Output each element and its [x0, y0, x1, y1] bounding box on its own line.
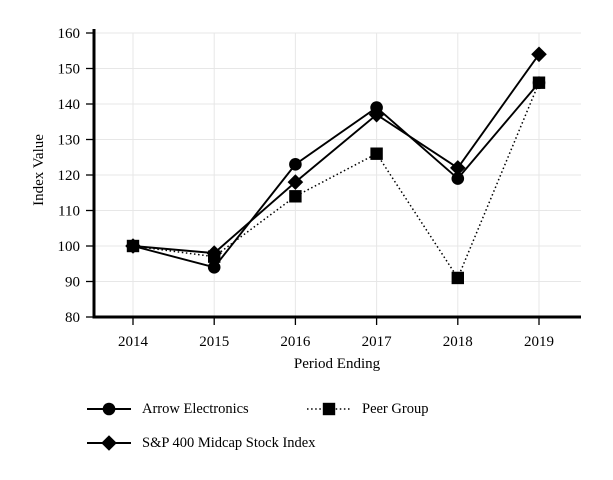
svg-text:2014: 2014 — [118, 334, 149, 350]
legend-item-peer-group: Peer Group — [306, 399, 428, 419]
svg-text:160: 160 — [58, 26, 81, 42]
axes: 80 90 100 110 120 130 140 150 160 2014 2015 2016 201… — [58, 26, 581, 350]
svg-text:2019: 2019 — [524, 334, 554, 350]
svg-text:2015: 2015 — [199, 334, 229, 350]
circle-marker-icon — [87, 402, 131, 416]
svg-text:90: 90 — [65, 275, 80, 291]
legend-label-arrow-electronics: Arrow Electronics — [142, 400, 249, 417]
chart-plot: 80 90 100 110 120 130 140 150 160 2014 2015 2016 201… — [31, 26, 581, 372]
svg-text:120: 120 — [58, 168, 81, 184]
x-axis-title: Period Ending — [294, 356, 381, 372]
svg-text:130: 130 — [58, 133, 81, 149]
data-series — [125, 46, 547, 285]
legend-item-sp400-midcap: S&P 400 Midcap Stock Index — [86, 433, 315, 453]
svg-text:140: 140 — [58, 97, 81, 113]
svg-text:110: 110 — [58, 204, 80, 220]
svg-text:80: 80 — [65, 310, 80, 326]
svg-text:150: 150 — [58, 62, 81, 78]
diamond-marker-icon — [87, 435, 131, 451]
svg-text:2016: 2016 — [280, 334, 311, 350]
svg-text:2018: 2018 — [443, 334, 473, 350]
legend-label-peer-group: Peer Group — [362, 400, 429, 417]
legend-label-sp400-midcap: S&P 400 Midcap Stock Index — [142, 434, 316, 451]
svg-text:2017: 2017 — [362, 334, 393, 350]
square-marker-icon — [307, 402, 351, 416]
legend-item-arrow-electronics: Arrow Electronics — [86, 399, 249, 419]
svg-text:100: 100 — [58, 239, 81, 255]
y-axis-title: Index Value — [31, 134, 47, 206]
